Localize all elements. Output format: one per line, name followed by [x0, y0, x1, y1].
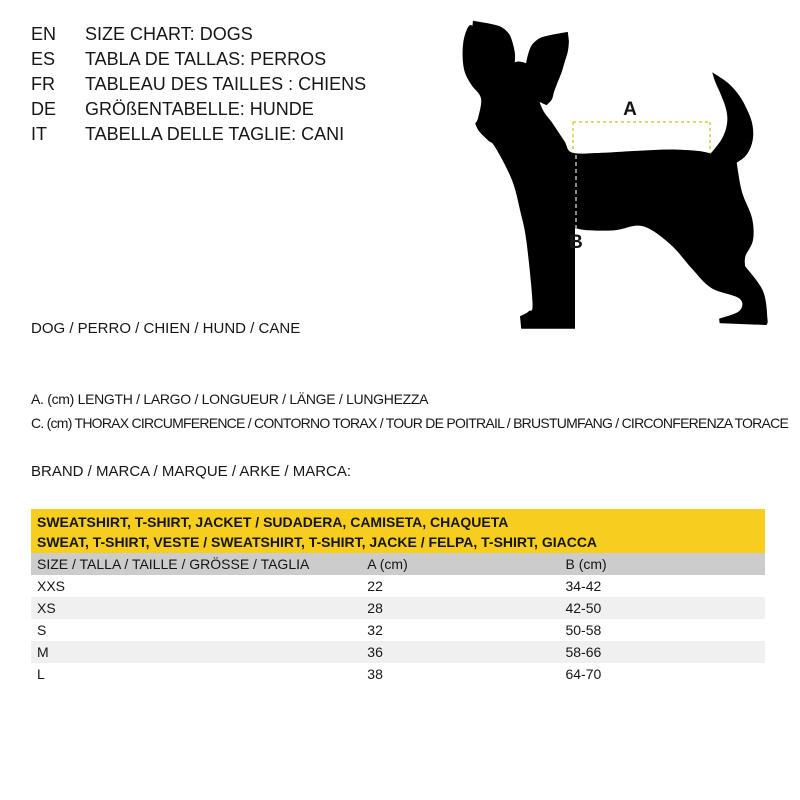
svg-text:B: B [569, 232, 583, 253]
svg-text:A: A [623, 99, 637, 120]
